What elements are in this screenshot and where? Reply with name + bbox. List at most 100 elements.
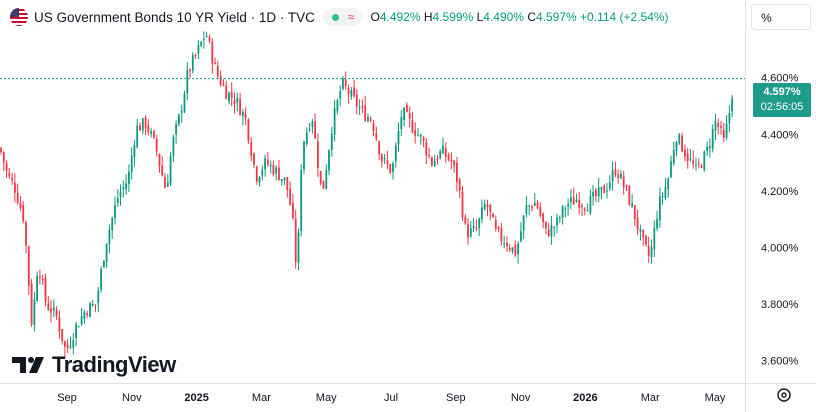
- candle-body: [678, 134, 681, 144]
- candle-body: [417, 134, 419, 136]
- candle-body: [203, 38, 205, 40]
- low-value: 4.490%: [483, 10, 524, 24]
- price-axis[interactable]: 4.800%4.600%4.400%4.200%4.000%3.800%3.60…: [761, 16, 799, 367]
- candle-body: [339, 91, 342, 99]
- time-axis[interactable]: Sep Nov 2025 Mar May Jul Sep Nov 2026 Mar May: [57, 392, 726, 404]
- candle-body: [403, 107, 405, 120]
- candle-body: [595, 190, 597, 196]
- candle-body: [166, 182, 169, 187]
- candle-body: [536, 202, 539, 209]
- candle-body: [553, 227, 556, 229]
- candle-body: [250, 142, 253, 156]
- candle-body: [433, 160, 436, 167]
- candle-body: [611, 170, 614, 182]
- open-value: 4.492%: [379, 10, 421, 24]
- candle-body: [189, 69, 191, 71]
- candle-body: [264, 158, 266, 170]
- candle-body: [77, 326, 80, 328]
- candle-body: [269, 164, 272, 166]
- candle-body: [41, 279, 44, 280]
- candle-body: [394, 145, 397, 162]
- candle-body: [561, 206, 564, 218]
- candle-body: [700, 165, 703, 168]
- candle-body: [330, 133, 333, 150]
- candle-body: [75, 324, 77, 338]
- candle-body: [514, 244, 517, 256]
- candle-body: [664, 186, 667, 199]
- candle-body: [631, 203, 633, 207]
- candle-body: [153, 130, 155, 138]
- candle-body: [225, 85, 228, 100]
- candle-body: [292, 203, 294, 218]
- candle-body: [186, 70, 189, 94]
- time-tick-label: Sep: [57, 392, 77, 404]
- candle-body: [467, 224, 469, 238]
- tradingview-logo[interactable]: TradingView: [12, 352, 176, 378]
- candle-body: [347, 87, 350, 95]
- candle-body: [558, 217, 561, 219]
- candle-body: [575, 200, 578, 202]
- countdown-timer: 02:56:05: [760, 101, 804, 113]
- candle-body: [253, 153, 255, 165]
- candle-body: [397, 131, 400, 145]
- candle-body: [14, 182, 16, 193]
- candle-body: [30, 283, 33, 325]
- candle-body: [725, 123, 728, 138]
- candle-body: [614, 169, 617, 176]
- candle-body: [169, 155, 172, 184]
- settings-icon[interactable]: [776, 387, 792, 403]
- candle-body: [214, 63, 216, 65]
- candle-body: [155, 138, 158, 152]
- candle-body: [61, 329, 64, 342]
- scale-mode-button[interactable]: %: [751, 4, 811, 30]
- time-tick-label: Sep: [446, 392, 466, 404]
- tradingview-logo-icon: [12, 357, 44, 373]
- last-price-tag: 4.597% 02:56:05: [753, 83, 811, 117]
- candle-body: [506, 243, 508, 247]
- candle-body: [503, 243, 506, 245]
- candle-body: [481, 207, 483, 220]
- candle-body: [261, 170, 264, 176]
- candle-body: [94, 304, 97, 306]
- candle-body: [294, 218, 297, 262]
- close-value: 4.597%: [536, 10, 577, 24]
- candle-body: [305, 132, 308, 144]
- us-flag-icon: [10, 8, 28, 26]
- candle-body: [105, 243, 108, 263]
- candle-body: [483, 204, 486, 209]
- candle-body: [25, 222, 27, 246]
- candle-body: [728, 113, 731, 124]
- candle-body: [436, 158, 439, 161]
- candle-body: [533, 202, 536, 206]
- candle-body: [625, 185, 628, 187]
- candle-body: [681, 135, 683, 152]
- candle-body: [406, 105, 408, 112]
- candle-body: [86, 313, 89, 315]
- candles-group: [0, 31, 733, 357]
- symbol-title[interactable]: US Government Bonds 10 YR Yield · 1D · T…: [34, 9, 315, 25]
- candle-body: [36, 275, 38, 301]
- candle-body: [233, 100, 236, 104]
- candle-body: [381, 154, 383, 162]
- price-tick-label: 3.600%: [761, 355, 799, 367]
- candle-body: [522, 215, 525, 231]
- candle-body: [272, 164, 275, 175]
- candle-body: [592, 192, 594, 197]
- market-status-pill[interactable]: ≈: [322, 8, 363, 26]
- candle-body: [50, 308, 52, 313]
- last-price-value: 4.597%: [763, 86, 801, 98]
- candle-body: [511, 247, 514, 252]
- candle-body: [55, 309, 58, 317]
- candle-body: [44, 278, 47, 302]
- candle-body: [650, 247, 653, 258]
- candle-body: [378, 141, 380, 155]
- candle-body: [414, 130, 417, 136]
- candle-body: [589, 195, 592, 214]
- candle-body: [236, 98, 239, 103]
- candle-body: [628, 185, 631, 205]
- candle-body: [419, 134, 422, 137]
- candle-body: [244, 114, 247, 119]
- time-tick-label: Nov: [122, 392, 142, 404]
- candle-body: [64, 341, 66, 347]
